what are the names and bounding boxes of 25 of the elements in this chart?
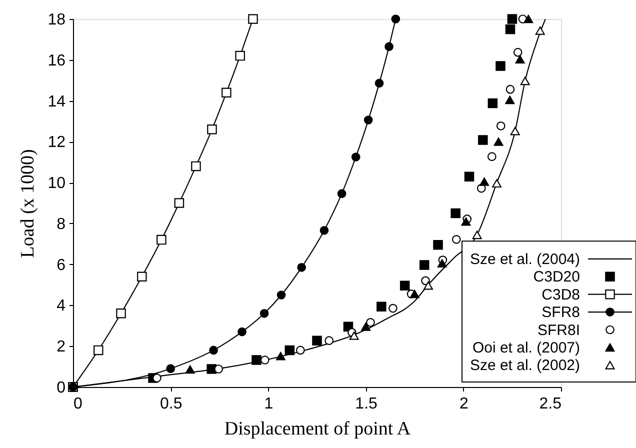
legend-label: Ooi et al. (2007) — [472, 339, 580, 356]
y-tick-label: 12 — [48, 134, 66, 152]
y-tick-label: 16 — [48, 52, 66, 70]
x-tick-label: 0.5 — [160, 396, 182, 412]
y-tick-label: 18 — [48, 12, 66, 28]
legend-label: SFR8I — [537, 322, 580, 339]
x-tick-label: 0 — [74, 396, 82, 412]
y-tick-label: 14 — [48, 93, 66, 110]
y-tick-label: 8 — [56, 216, 66, 233]
y-tick-label: 0 — [56, 380, 66, 396]
y-tick-label: 10 — [48, 175, 66, 192]
x-tick-label: 1 — [264, 396, 274, 412]
legend-label: Sze et al. (2002) — [470, 357, 580, 374]
x-tick-label: 2.5 — [539, 396, 562, 412]
legend-label: C3D8 — [542, 286, 580, 304]
y-axis-title: Load (x 1000) — [18, 149, 39, 258]
legend-label: C3D20 — [533, 268, 580, 286]
x-tick-label: 2 — [459, 396, 468, 412]
x-axis-title: Displacement of point A — [224, 418, 411, 440]
legend-label: SFR8 — [542, 304, 580, 322]
y-tick-label: 4 — [56, 298, 66, 315]
y-tick-label: 2 — [56, 338, 66, 356]
legend-label: Sze et al. (2004) — [470, 250, 580, 268]
y-tick-label: 6 — [56, 256, 66, 274]
x-tick-label: 1.5 — [355, 396, 378, 412]
